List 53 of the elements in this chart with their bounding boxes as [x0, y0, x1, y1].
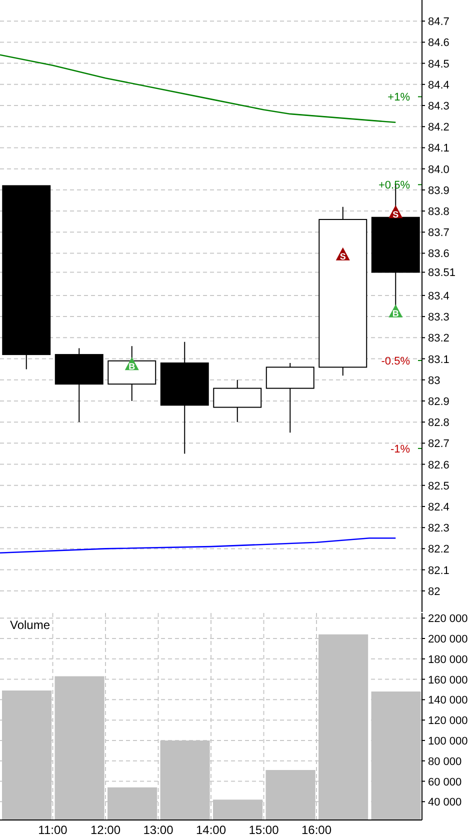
y-tick-label: 83.4: [428, 290, 450, 302]
y2-tick-label: +1%: [388, 92, 410, 104]
x-tick-label: 12:00: [90, 823, 121, 837]
y-tick-label: 82.1: [428, 564, 450, 577]
y-tick-label: 100 000: [428, 735, 468, 748]
y-tick-label: 220 000: [428, 613, 468, 626]
y-tick-label: 200 000: [428, 633, 468, 646]
y-tick-label: 84.4: [428, 79, 450, 92]
y-tick-label: 82.5: [428, 480, 450, 492]
y-tick-label: 84.5: [428, 58, 450, 70]
x-tick-label: 13:00: [143, 823, 174, 837]
y-tick-label: 82.8: [428, 417, 450, 430]
annotation: S: [340, 252, 346, 262]
y-tick-label: 40 000: [428, 796, 462, 809]
y-tick-label: 82: [428, 586, 440, 598]
y-tick-label: 83.7: [428, 227, 450, 240]
y-tick-label: 83.8: [428, 206, 450, 218]
y-tick-label: 80 000: [428, 756, 462, 768]
annotation: B: [392, 308, 400, 319]
y-tick-label: 83.6: [428, 248, 450, 260]
y-tick-label: 82.4: [428, 501, 450, 514]
y-tick-label: 120 000: [428, 715, 468, 728]
y-tick-label: 84.2: [428, 122, 450, 134]
y-tick-label: 82.6: [428, 459, 450, 472]
y-tick-label: 83: [428, 374, 440, 387]
y-tick-label: 83.3: [428, 312, 450, 324]
annotation: B: [128, 361, 136, 372]
y-tick-label: 180 000: [428, 654, 468, 666]
y2-tick-label: -0.5%: [381, 356, 410, 368]
y-tick-label: 84.1: [428, 142, 450, 155]
y-tick-label: 83.51: [428, 267, 456, 280]
y2-tick-label: -1%: [390, 443, 410, 456]
x-tick-label: 15:00: [248, 823, 280, 837]
y-tick-label: 82.2: [428, 544, 450, 556]
y-tick-label: 84.3: [428, 100, 450, 113]
y-tick-label: 82.7: [428, 438, 450, 450]
y-tick-label: 60 000: [428, 776, 462, 788]
x-tick-label: 16:00: [301, 823, 332, 837]
y-tick-label: 83.1: [428, 354, 450, 366]
y-tick-label: 84.6: [428, 37, 450, 50]
x-tick-label: 11:00: [38, 823, 68, 837]
y-tick-label: 84.7: [428, 16, 450, 28]
y-tick-label: 82.3: [428, 522, 450, 535]
y-tick-label: 140 000: [428, 694, 468, 707]
y-tick-label: 83.2: [428, 332, 450, 345]
y-tick-label: 84.0: [428, 164, 450, 176]
x-tick-label: 14:00: [196, 823, 226, 837]
annotation: S: [392, 209, 399, 220]
line-series: [0, 537, 396, 554]
y-tick-label: 160 000: [428, 674, 468, 686]
y-tick-label: 82.9: [428, 396, 450, 408]
y-tick-label: 83.9: [428, 184, 450, 197]
chart-title: Volume: [10, 618, 50, 632]
